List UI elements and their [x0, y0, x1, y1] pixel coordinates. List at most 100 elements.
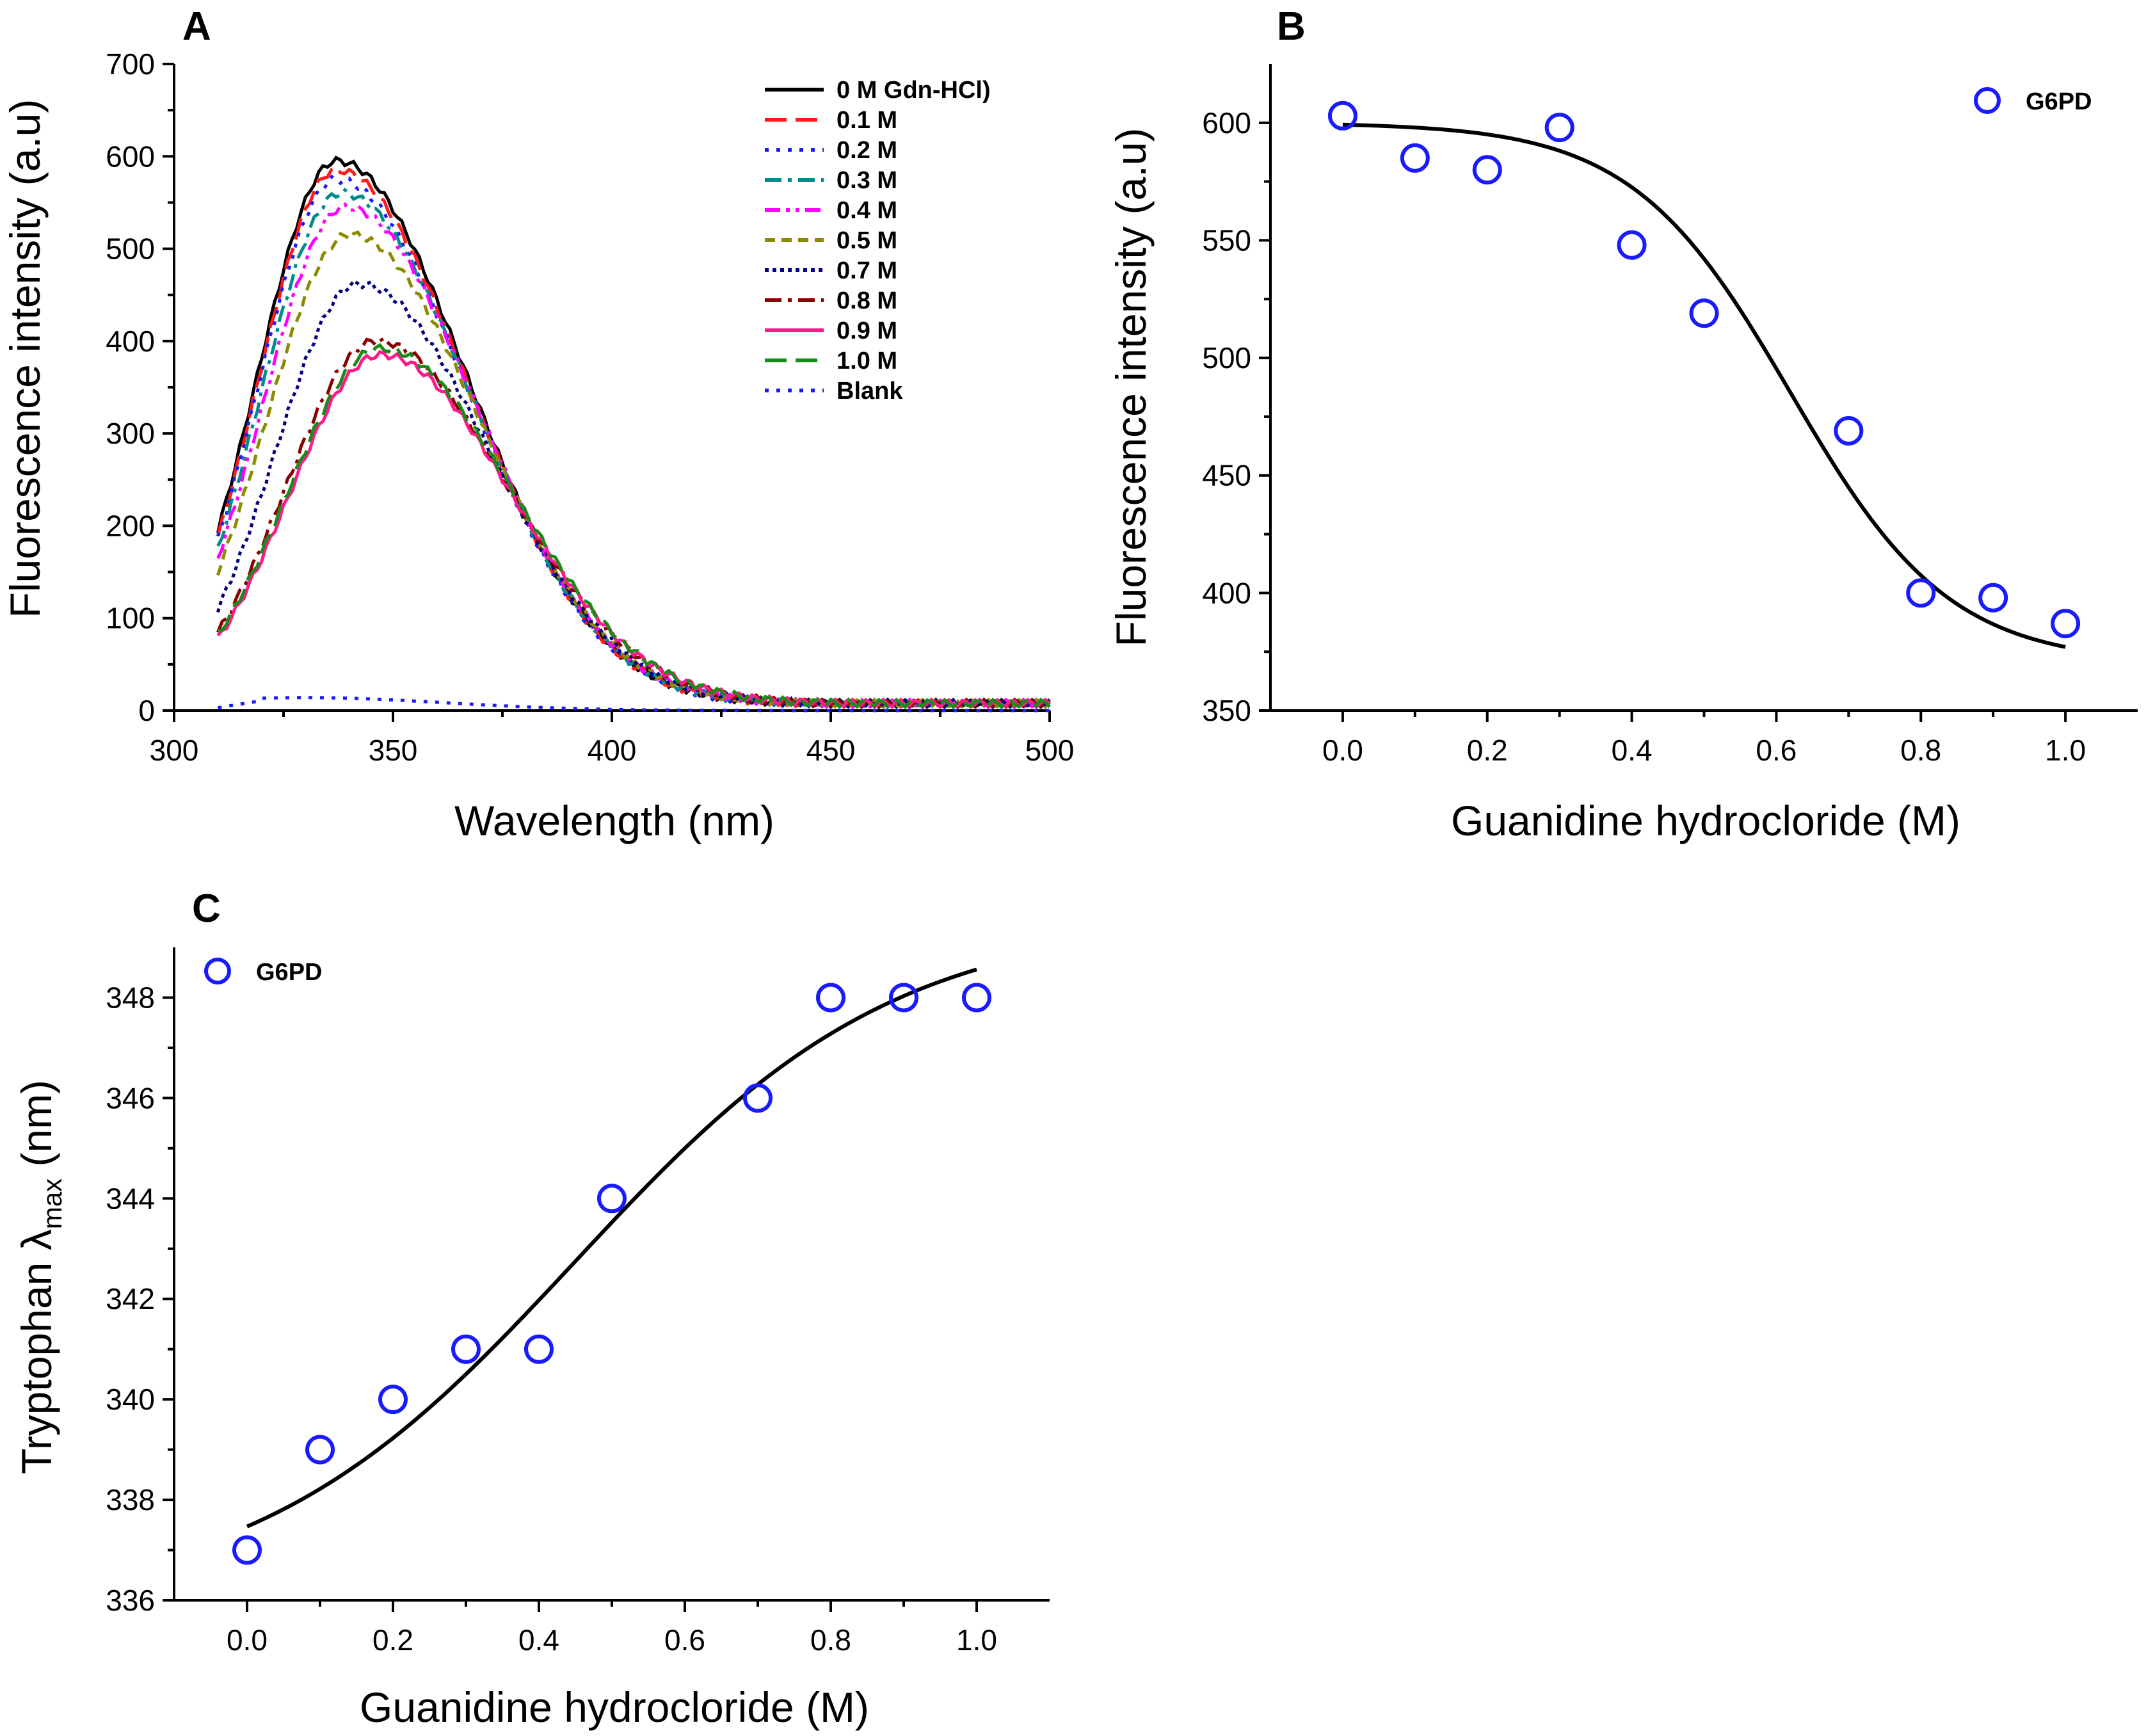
legend-label: 0.9 M [837, 317, 897, 344]
legend-label: 0.4 M [837, 197, 897, 224]
y-tick-label: 346 [106, 1081, 155, 1114]
data-point [1472, 155, 1502, 185]
data-point [889, 983, 918, 1013]
panel-c-y-axis-title-tail: (nm) [13, 1080, 60, 1178]
legend-label: G6PD [2026, 88, 2092, 115]
y-tick-label: 350 [1202, 694, 1251, 727]
legend-label: 0.5 M [837, 227, 897, 254]
legend-label: 0.2 M [837, 137, 897, 164]
x-tick-label: 0.0 [227, 1623, 268, 1657]
x-tick-label: 300 [150, 734, 199, 767]
panel-c-letter: C [192, 887, 221, 931]
x-tick-label: 0.8 [810, 1623, 851, 1657]
panel-b: B 0.0 0.2 0.4 0.6 0.8 1.0 350 400 450 500 550 600 G6… [1107, 4, 2138, 844]
x-tick-label: 1.0 [956, 1623, 997, 1657]
y-tick-label: 500 [1202, 341, 1251, 374]
panel-a-y-axis-title: Fluorescence intensity (a.u) [1, 99, 49, 618]
y-tick-label: 200 [106, 509, 155, 542]
legend-marker [204, 958, 231, 985]
x-tick-label: 0.6 [1756, 734, 1797, 767]
fit-curve [246, 967, 977, 1529]
y-tick-label: 450 [1202, 459, 1251, 492]
x-tick-label: 0.2 [372, 1623, 413, 1657]
panel-a: A 300 350 400 450 500 0 100 200 300 400 500 600 700 0… [1, 4, 1074, 844]
series-line [216, 350, 1051, 709]
y-tick-label: 400 [1202, 576, 1251, 609]
legend-label: G6PD [256, 959, 322, 986]
data-point [1906, 578, 1936, 608]
legend-label: Blank [837, 378, 903, 405]
y-tick-label: 336 [106, 1584, 155, 1617]
x-tick-label: 500 [1025, 734, 1075, 767]
panel-c-x-axis-title: Guanidine hydrocloride (M) [360, 1684, 869, 1731]
x-tick-label: 0.4 [518, 1623, 559, 1657]
panel-a-x-axis-title: Wavelength (nm) [454, 797, 774, 844]
x-tick-label: 450 [806, 734, 856, 767]
x-tick-label: 1.0 [2045, 734, 2086, 767]
x-tick-label: 0.0 [1322, 734, 1363, 767]
series-line [216, 188, 1051, 710]
data-point [1327, 100, 1357, 131]
data-point [305, 1435, 335, 1465]
series-line [216, 202, 1050, 709]
y-tick-label: 344 [106, 1182, 155, 1215]
data-point [1834, 415, 1864, 446]
legend-label: 0.7 M [837, 257, 897, 284]
data-point [1689, 298, 1719, 328]
y-tick-label: 348 [106, 981, 155, 1014]
x-tick-label: 0.6 [664, 1623, 705, 1657]
y-tick-label: 600 [106, 140, 155, 173]
data-point [232, 1535, 262, 1565]
panel-b-letter: B [1277, 4, 1306, 49]
y-tick-label: 600 [1202, 106, 1251, 140]
data-point [1978, 583, 2008, 613]
series-line [216, 230, 1051, 710]
data-point [451, 1334, 481, 1364]
legend-marker [1974, 87, 2001, 114]
x-tick-label: 0.2 [1467, 734, 1508, 767]
series-line [218, 696, 1050, 712]
y-tick-label: 550 [1202, 223, 1251, 257]
panel-c-y-axis-title-sub: max [37, 1178, 67, 1229]
y-tick-label: 700 [106, 47, 155, 81]
legend-label: 0 M Gdn-HCl) [837, 77, 991, 104]
data-point [597, 1184, 627, 1214]
panel-c: C 0.0 0.2 0.4 0.6 0.8 1.0 336 338 340 342 344 346 34… [13, 887, 1050, 1731]
series-line [216, 278, 1051, 710]
panel-a-letter: A [182, 4, 211, 49]
data-point [816, 983, 845, 1013]
data-point [1544, 113, 1574, 143]
legend-label: 1.0 M [837, 348, 897, 374]
data-point [2051, 609, 2081, 639]
fit-curve [1342, 122, 2066, 649]
y-tick-label: 400 [106, 325, 155, 358]
y-tick-label: 338 [106, 1483, 155, 1516]
data-point [1400, 143, 1430, 173]
series-line [217, 342, 1051, 710]
x-tick-label: 0.8 [1900, 734, 1941, 767]
data-point [524, 1334, 554, 1364]
panel-c-y-axis-title-main: Tryptophan λ [13, 1229, 60, 1474]
y-tick-label: 340 [106, 1383, 155, 1416]
series-line [216, 156, 1051, 710]
series-line [216, 165, 1051, 709]
series-line [216, 174, 1051, 710]
panel-c-y-axis-title: Tryptophan λmax (nm) [13, 1080, 67, 1474]
y-tick-label: 300 [106, 417, 155, 450]
data-point [378, 1385, 408, 1415]
panel-b-y-axis-title: Fluorescence intensity (a.u) [1107, 128, 1155, 647]
data-point [743, 1083, 773, 1113]
legend-label: 0.3 M [837, 167, 897, 194]
legend-label: 0.1 M [837, 107, 897, 134]
legend-label: 0.8 M [837, 287, 897, 314]
x-tick-label: 350 [369, 734, 418, 767]
panel-b-x-axis-title: Guanidine hydrocloride (M) [1451, 797, 1960, 844]
y-tick-label: 0 [138, 694, 155, 727]
x-tick-label: 400 [588, 734, 637, 767]
y-tick-label: 500 [106, 232, 155, 266]
data-point [962, 983, 991, 1013]
data-point [1617, 230, 1647, 260]
y-tick-label: 100 [106, 602, 155, 635]
x-tick-label: 0.4 [1612, 734, 1653, 767]
